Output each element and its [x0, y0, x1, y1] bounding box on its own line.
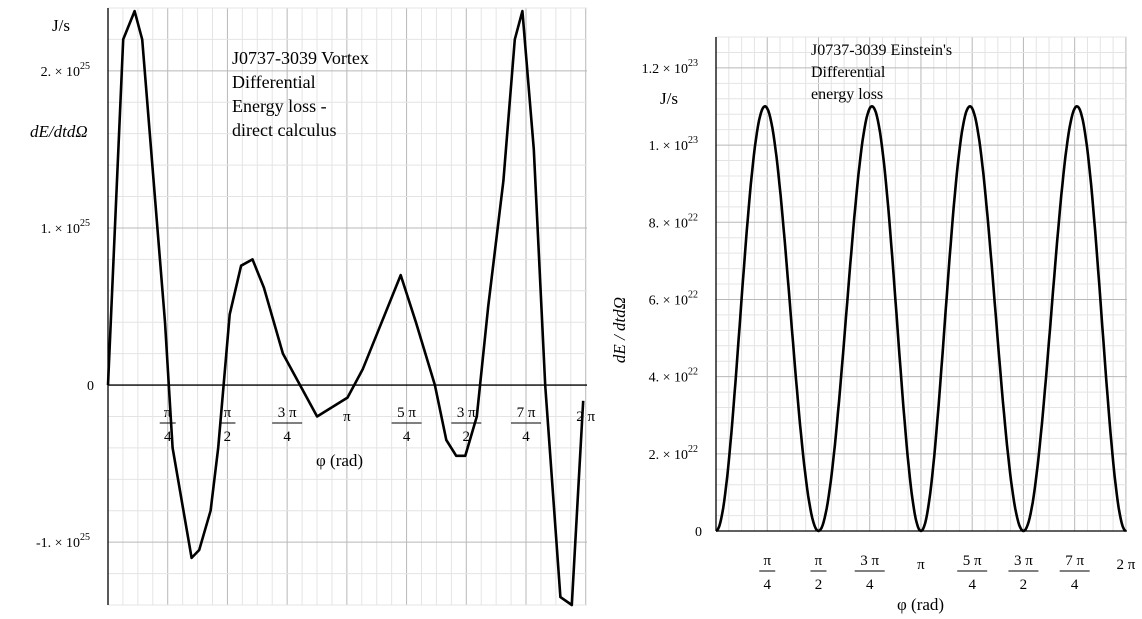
vortex-y-tick-exponent: 25: [80, 532, 90, 543]
einstein-x-tick-denominator: 4: [866, 577, 874, 593]
vortex-x-tick: 3 π 4: [272, 405, 303, 445]
einstein-x-label: φ (rad): [897, 595, 944, 614]
vortex-y-tick-label: 1. × 10: [41, 222, 80, 237]
vortex-x-tick: π4: [159, 405, 176, 445]
vortex-y-tick-label: -1. × 10: [36, 536, 80, 551]
vortex-annotation-line-4: direct calculus: [232, 120, 336, 140]
vortex-x-tick: 5 π 4: [391, 405, 422, 445]
einstein-y-tick-exponent: 22: [688, 367, 698, 378]
einstein-x-tick: 5 π 4: [957, 553, 988, 593]
einstein-x-tick-label: 2 π: [1116, 557, 1135, 573]
einstein-y-tick-exponent: 22: [688, 212, 698, 223]
vortex-x-tick: 3 π 2: [451, 405, 482, 445]
vortex-x-tick-numerator: π: [224, 405, 232, 421]
einstein-x-tick-label: π: [917, 557, 925, 573]
einstein-x-tick: 2 π: [1116, 557, 1135, 573]
einstein-x-tick: 3 π 2: [1008, 553, 1039, 593]
einstein-y-tick-label: 8. × 10: [649, 216, 688, 231]
einstein-y-tick-labels: 02. × 10 224. × 10 226. × 10 228. × 10 221. …: [642, 58, 702, 540]
vortex-x-tick-label: π: [343, 409, 351, 425]
einstein-y-tick-exponent: 23: [688, 135, 698, 146]
vortex-y-tick-label: 0: [87, 379, 94, 394]
vortex-x-tick-denominator: 4: [403, 429, 411, 445]
vortex-x-tick: π2: [219, 405, 236, 445]
einstein-x-tick: π: [917, 557, 925, 573]
einstein-x-tick: π4: [759, 553, 776, 593]
vortex-energy-loss-line: [106, 9, 585, 607]
einstein-y-tick-label: 6. × 10: [649, 293, 688, 308]
einstein-annotation: J0737-3039 Einstein's Differential energ…: [811, 42, 952, 103]
einstein-x-tick-numerator: π: [763, 553, 771, 569]
einstein-y-tick-label: 4. × 10: [649, 371, 688, 386]
einstein-y-unit: J/s: [660, 89, 678, 108]
vortex-annotation: J0737-3039 Vortex Differential Energy lo…: [232, 48, 369, 140]
vortex-x-tick-numerator: 7 π: [517, 405, 536, 421]
einstein-annotation-line-2: Differential: [811, 64, 886, 81]
vortex-x-tick-denominator: 2: [224, 429, 232, 445]
einstein-y-tick-label: 1.2 × 10: [642, 62, 688, 77]
einstein-x-tick: 7 π 4: [1059, 553, 1090, 593]
vortex-x-tick-numerator: π: [164, 405, 172, 421]
vortex-x-tick-numerator: 3 π: [457, 405, 476, 421]
vortex-annotation-line-3: Energy loss -: [232, 96, 327, 116]
einstein-y-tick-label: 2. × 10: [649, 448, 688, 463]
einstein-y-tick-exponent: 22: [688, 289, 698, 300]
vortex-x-tick-numerator: 5 π: [397, 405, 416, 421]
vortex-x-tick-label: 2 π: [576, 409, 595, 425]
vortex-y-tick-exponent: 25: [80, 61, 90, 72]
einstein-x-tick-numerator: 3 π: [860, 553, 879, 569]
einstein-x-tick-denominator: 4: [763, 577, 771, 593]
einstein-y-label: dE / dtdΩ: [610, 297, 629, 363]
einstein-x-tick-numerator: 7 π: [1065, 553, 1084, 569]
vortex-x-tick-denominator: 4: [283, 429, 291, 445]
einstein-y-tick-exponent: 23: [688, 58, 698, 69]
einstein-energy-loss-line: [715, 105, 1127, 533]
einstein-y-tick-exponent: 22: [688, 444, 698, 455]
vortex-x-tick-numerator: 3 π: [278, 405, 297, 421]
vortex-x-tick-denominator: 2: [463, 429, 471, 445]
vortex-annotation-line-2: Differential: [232, 72, 316, 92]
vortex-x-tick: π: [343, 409, 351, 425]
vortex-annotation-line-1: J0737-3039 Vortex: [232, 48, 369, 68]
einstein-x-tick-denominator: 2: [1020, 577, 1028, 593]
einstein-x-tick: 3 π 4: [854, 553, 885, 593]
einstein-x-tick-denominator: 4: [1071, 577, 1079, 593]
vortex-x-tick-denominator: 4: [522, 429, 530, 445]
einstein-x-tick-numerator: 3 π: [1014, 553, 1033, 569]
einstein-x-tick-denominator: 2: [815, 577, 823, 593]
vortex-x-tick-denominator: 4: [164, 429, 172, 445]
einstein-y-tick-label: 1. × 10: [649, 139, 688, 154]
einstein-x-tick-denominator: 4: [968, 577, 976, 593]
einstein-x-tick-numerator: π: [815, 553, 823, 569]
vortex-x-tick: 7 π 4: [511, 405, 542, 445]
einstein-annotation-line-3: energy loss: [811, 86, 883, 103]
vortex-x-label: φ (rad): [316, 451, 363, 470]
vortex-y-tick-exponent: 25: [80, 218, 90, 229]
vortex-y-tick-label: 2. × 10: [41, 65, 80, 80]
einstein-y-tick-label: 0: [695, 525, 702, 540]
einstein-x-tick-numerator: 5 π: [963, 553, 982, 569]
einstein-annotation-line-1: J0737-3039 Einstein's: [811, 42, 952, 59]
vortex-y-tick-labels: 2. × 10 251. × 10 250-1. × 10 25: [36, 61, 94, 551]
vortex-y-unit: J/s: [52, 16, 70, 35]
vortex-x-tick: 2 π: [576, 409, 595, 425]
einstein-x-tick: π2: [810, 553, 827, 593]
vortex-y-label: dE/dtdΩ: [30, 122, 88, 141]
